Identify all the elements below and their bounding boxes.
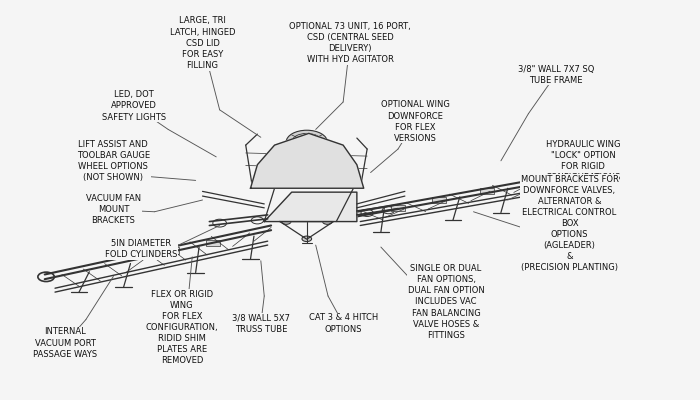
Circle shape [281,219,291,224]
Circle shape [323,219,332,224]
Text: VACUUM FAN
MOUNT
BRACKETS: VACUUM FAN MOUNT BRACKETS [86,194,141,226]
Text: 3/8 WALL 5X7
TRUSS TUBE: 3/8 WALL 5X7 TRUSS TUBE [232,314,290,334]
Text: LARGE, TRI
LATCH, HINGED
CSD LID
FOR EASY
FILLING: LARGE, TRI LATCH, HINGED CSD LID FOR EAS… [170,16,235,70]
Polygon shape [265,192,357,222]
Circle shape [286,130,328,154]
Bar [391,205,405,211]
Text: INTERNAL
VACUUM PORT
PASSAGE WAYS: INTERNAL VACUUM PORT PASSAGE WAYS [33,328,97,359]
Text: LED, DOT
APPROVED
SAFETY LIGHTS: LED, DOT APPROVED SAFETY LIGHTS [102,90,166,122]
Text: 5IN DIAMETER
FOLD CYLINDERS: 5IN DIAMETER FOLD CYLINDERS [104,239,177,259]
Bar [164,248,178,254]
Text: FLEX OR RIGID
WING
FOR FLEX
CONFIGURATION,
RIDID SHIM
PLATES ARE
REMOVED: FLEX OR RIGID WING FOR FLEX CONFIGURATIO… [146,290,218,365]
Text: 3/8" WALL 7X7 SQ
TUBE FRAME: 3/8" WALL 7X7 SQ TUBE FRAME [517,64,594,85]
Polygon shape [251,133,364,188]
Text: MOUNT BRACKETS FOR
DOWNFORCE VALVES,
ALTERNATOR &
ELECTRICAL CONTROL
BOX
OPTIONS: MOUNT BRACKETS FOR DOWNFORCE VALVES, ALT… [521,175,619,272]
Text: LIFT ASSIST AND
TOOLBAR GAUGE
WHEEL OPTIONS
(NOT SHOWN): LIFT ASSIST AND TOOLBAR GAUGE WHEEL OPTI… [77,140,150,182]
Circle shape [302,236,312,242]
Text: CAT 3 & 4 HITCH
OPTIONS: CAT 3 & 4 HITCH OPTIONS [309,314,378,334]
Bar [480,188,494,194]
Text: SINGLE OR DUAL
FAN OPTIONS,
DUAL FAN OPTION
INCLUDES VAC
FAN BALANCING
VALVE HOS: SINGLE OR DUAL FAN OPTIONS, DUAL FAN OPT… [407,264,484,340]
Text: OPTIONAL WING
DOWNFORCE
FOR FLEX
VERSIONS: OPTIONAL WING DOWNFORCE FOR FLEX VERSION… [381,100,449,143]
Bar [433,197,446,203]
Bar [206,240,220,246]
Text: HYDRAULIC WING
"LOCK" OPTION
FOR RIGID
CONFIGURATIONS: HYDRAULIC WING "LOCK" OPTION FOR RIGID C… [545,140,621,182]
Text: OPTIONAL 73 UNIT, 16 PORT,
CSD (CENTRAL SEED
DELIVERY)
WITH HYD AGITATOR: OPTIONAL 73 UNIT, 16 PORT, CSD (CENTRAL … [289,22,411,64]
